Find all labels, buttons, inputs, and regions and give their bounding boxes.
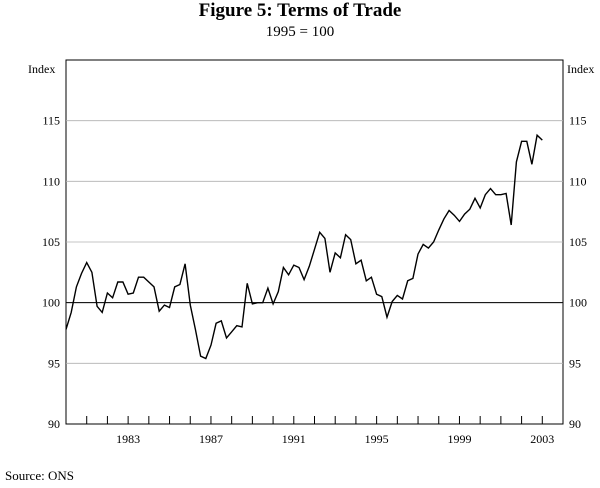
y-tick-label-right: 100 [569, 296, 587, 310]
y-tick-label-left: 95 [48, 356, 60, 370]
source-note: Source: ONS [5, 468, 74, 483]
y-tick-label-left: 100 [42, 296, 60, 310]
y-tick-label-left: 105 [42, 235, 60, 249]
y-tick-label-right: 115 [569, 114, 587, 128]
chart-title: Figure 5: Terms of Trade [198, 0, 402, 21]
y-axis-label-right: Index [567, 62, 594, 76]
chart-subtitle: 1995 = 100 [265, 24, 335, 40]
x-tick-label: 1995 [365, 432, 389, 446]
y-tick-label-right: 110 [569, 174, 587, 188]
y-tick-label-left: 110 [42, 174, 60, 188]
y-tick-label-right: 95 [569, 356, 581, 370]
terms-of-trade-line [65, 133, 543, 360]
x-tick-label: 1999 [447, 432, 471, 446]
y-tick-label-right: 105 [569, 235, 587, 249]
y-axis-label-left: Index [28, 62, 55, 76]
x-tick-label: 2003 [530, 432, 554, 446]
y-tick-label-right: 90 [569, 417, 581, 431]
y-tick-label-left: 115 [42, 114, 60, 128]
y-tick-label-left: 90 [48, 417, 60, 431]
x-tick-label: 1987 [199, 432, 223, 446]
x-tick-label: 1991 [282, 432, 306, 446]
x-tick-label: 1983 [116, 432, 140, 446]
